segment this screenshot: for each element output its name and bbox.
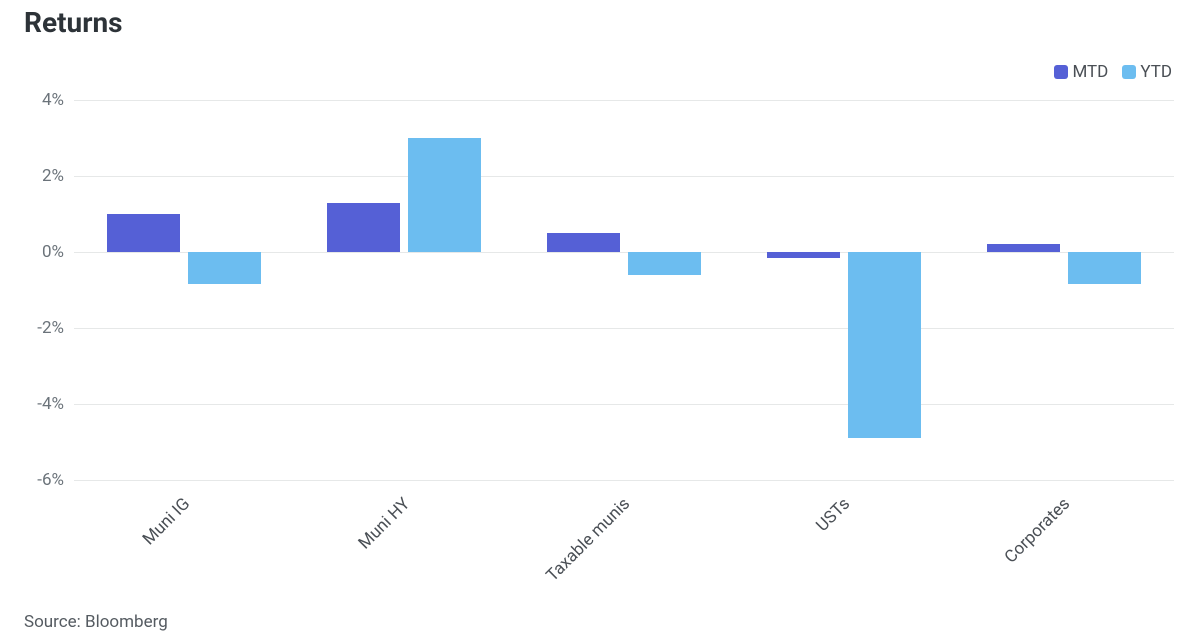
bar-mtd <box>327 203 400 252</box>
legend-item-ytd: YTD <box>1122 62 1172 82</box>
y-tick-label: -6% <box>4 470 64 490</box>
legend-swatch <box>1054 65 1068 79</box>
chart-title: Returns <box>24 6 123 39</box>
bar-mtd <box>767 252 840 258</box>
legend-item-mtd: MTD <box>1054 62 1108 82</box>
legend-swatch <box>1122 65 1136 79</box>
bar-ytd <box>848 252 921 438</box>
bar-ytd <box>408 138 481 252</box>
chart-legend: MTD YTD <box>1054 62 1172 82</box>
source-text: Source: Bloomberg <box>24 612 168 632</box>
y-tick-label: 4% <box>4 90 64 110</box>
x-tick-label: Corporates <box>1001 494 1074 567</box>
gridline <box>74 176 1174 177</box>
gridline <box>74 328 1174 329</box>
y-tick-label: -4% <box>4 394 64 414</box>
x-tick-label: Muni HY <box>355 494 414 553</box>
legend-label: YTD <box>1140 62 1172 82</box>
x-tick-label: USTs <box>812 494 854 536</box>
gridline <box>74 100 1174 101</box>
chart-plot-area: 4%2%0%-2%-4%-6%Muni IGMuni HYTaxable mun… <box>74 100 1174 480</box>
bar-ytd <box>1068 252 1141 284</box>
x-tick-label: Taxable munis <box>542 494 634 586</box>
gridline <box>74 480 1174 481</box>
bar-ytd <box>188 252 261 284</box>
y-tick-label: 2% <box>4 166 64 186</box>
legend-label: MTD <box>1072 62 1108 82</box>
y-tick-label: -2% <box>4 318 64 338</box>
bar-mtd <box>987 244 1060 252</box>
bar-mtd <box>107 214 180 252</box>
bar-ytd <box>628 252 701 275</box>
gridline <box>74 404 1174 405</box>
x-tick-label: Muni IG <box>139 494 194 549</box>
y-tick-label: 0% <box>4 242 64 262</box>
bar-mtd <box>547 233 620 252</box>
